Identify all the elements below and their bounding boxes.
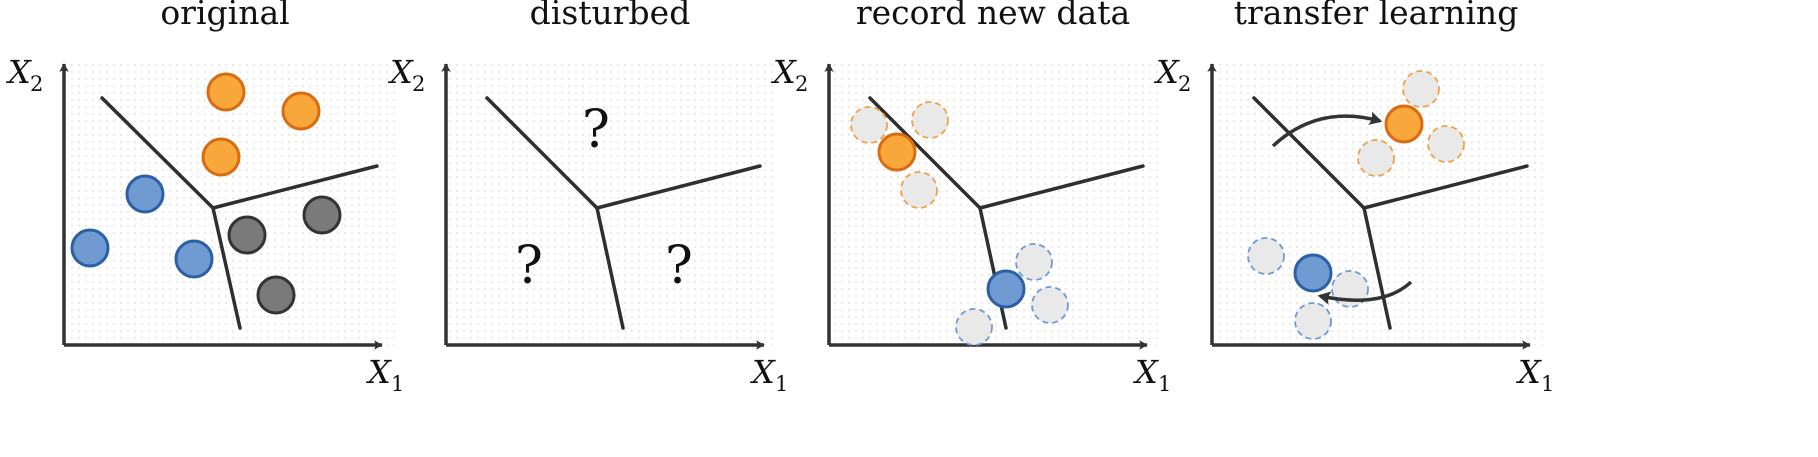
svg-text:1: 1 bbox=[1158, 372, 1171, 396]
svg-text:2: 2 bbox=[1178, 72, 1191, 96]
svg-text:X: X bbox=[770, 53, 797, 91]
svg-text:1: 1 bbox=[775, 372, 788, 396]
blue-reference-point bbox=[986, 269, 1026, 309]
decision-boundary bbox=[100, 96, 379, 330]
unknown-region-marker: ? bbox=[582, 100, 610, 160]
blue-transferred-point bbox=[1293, 253, 1333, 293]
svg-text:1: 1 bbox=[1541, 372, 1554, 396]
decision-boundary bbox=[485, 96, 762, 330]
svg-text:X: X bbox=[1153, 53, 1180, 91]
orange-reference-point bbox=[877, 132, 917, 172]
blue-class-points bbox=[70, 174, 214, 279]
gray-class-points bbox=[227, 195, 342, 315]
decision-boundary bbox=[1252, 96, 1529, 330]
svg-text:X: X bbox=[1132, 353, 1159, 391]
panel-title: transfer learning bbox=[1234, 0, 1519, 32]
svg-text:X: X bbox=[749, 353, 776, 391]
svg-text:X: X bbox=[365, 353, 392, 391]
svg-text:2: 2 bbox=[412, 72, 425, 96]
panel-title: record new data bbox=[856, 0, 1130, 32]
unknown-region-marker: ? bbox=[515, 236, 543, 296]
orange-transferred-point bbox=[1384, 104, 1424, 144]
svg-text:X: X bbox=[1515, 353, 1542, 391]
svg-text:X: X bbox=[5, 53, 32, 91]
transfer-arrow-orange bbox=[1271, 111, 1383, 148]
panel-title: original bbox=[160, 0, 289, 32]
new-blue-samples bbox=[955, 243, 1069, 346]
orange-class-points bbox=[201, 72, 321, 177]
unknown-region-marker: ? bbox=[665, 236, 693, 296]
svg-text:2: 2 bbox=[30, 72, 43, 96]
svg-text:X: X bbox=[387, 53, 414, 91]
svg-text:2: 2 bbox=[795, 72, 808, 96]
panel-title: disturbed bbox=[530, 0, 691, 32]
transfer-arrow-blue bbox=[1317, 280, 1413, 305]
new-orange-samples bbox=[850, 101, 949, 209]
shifted-orange-samples bbox=[1357, 70, 1465, 177]
svg-text:1: 1 bbox=[391, 372, 404, 396]
